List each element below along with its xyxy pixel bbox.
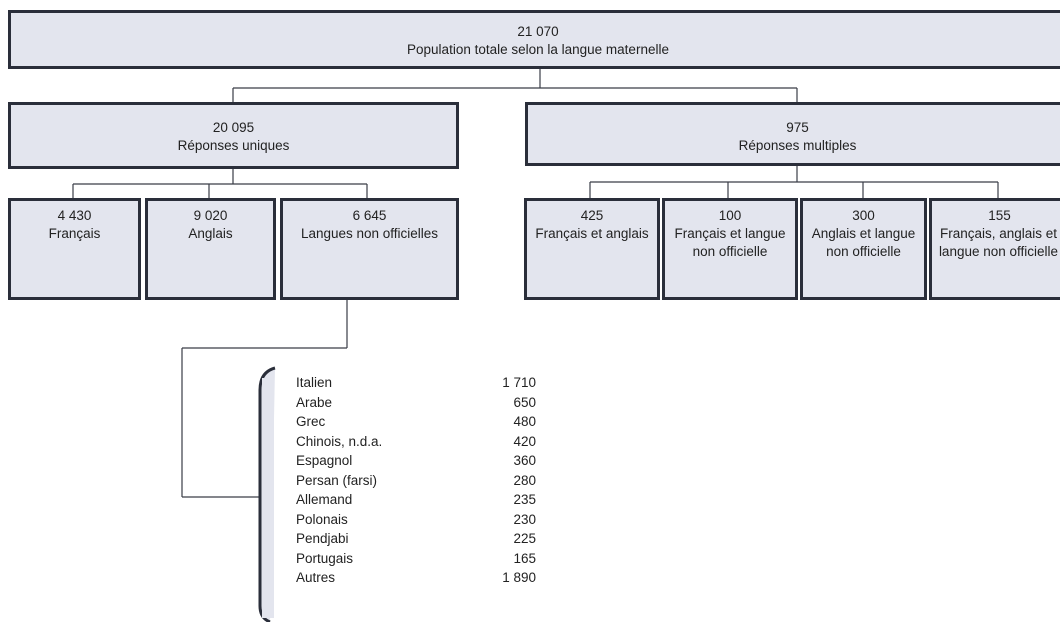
francais-anglais-box: 425 Français et anglais — [524, 198, 660, 300]
root-label: Population totale selon la langue matern… — [407, 42, 669, 57]
language-name: Arabe — [296, 394, 333, 410]
unique-value: 20 095 — [212, 120, 255, 135]
language-value: 230 — [513, 511, 536, 527]
language-list: Italien 1 710 Arabe 650 Grec 480 Chinois, n… — [296, 373, 536, 588]
root-box: 21 070 Population totale selon la langue… — [8, 10, 1060, 69]
nonoff-label: Langues non officielles — [300, 226, 439, 241]
unique-label: Réponses uniques — [177, 138, 290, 153]
language-name: Chinois, n.d.a. — [296, 433, 383, 449]
root-value: 21 070 — [517, 24, 559, 39]
language-name: Espagnol — [296, 453, 353, 468]
list-item: Pendjabi 225 — [296, 529, 536, 549]
language-value: 235 — [513, 492, 536, 507]
anglais-value: 9 020 — [193, 208, 228, 223]
unique-responses-box: 20 095 Réponses uniques — [8, 102, 459, 169]
list-item: Autres 1 890 — [296, 568, 536, 588]
language-name: Portugais — [296, 550, 354, 566]
francais-langue-non-officielle-box: 100 Français et langue non officielle — [662, 198, 798, 300]
mc1-value: 425 — [580, 208, 604, 223]
language-list-bracket-fill — [262, 378, 274, 618]
list-item: Polonais 230 — [296, 510, 536, 530]
language-name: Autres — [296, 570, 336, 585]
nonoff-value: 6 645 — [352, 208, 387, 223]
francais-box: 4 430 Français — [8, 198, 141, 300]
mc3-value: 300 — [852, 208, 875, 223]
mc4-value: 155 — [988, 208, 1011, 223]
list-item: Chinois, n.d.a. 420 — [296, 432, 536, 452]
list-item: Italien 1 710 — [296, 373, 536, 393]
mc3-label: Anglais et langue non officielle — [811, 226, 916, 259]
language-value: 225 — [513, 531, 536, 546]
language-value: 360 — [513, 453, 536, 468]
list-item: Arabe 650 — [296, 393, 536, 413]
language-value: 165 — [513, 550, 536, 566]
multiple-responses-box: 975 Réponses multiples — [525, 102, 1060, 166]
language-name: Italien — [296, 375, 333, 390]
language-value: 1 890 — [502, 570, 536, 585]
language-name: Persan (farsi) — [296, 472, 378, 488]
anglais-box: 9 020 Anglais — [145, 198, 276, 300]
mc4-label: Français, anglais et langue non officiel… — [938, 226, 1059, 259]
langues-non-officielles-box: 6 645 Langues non officielles — [280, 198, 459, 300]
francais-label: Français — [48, 226, 101, 241]
anglais-langue-non-officielle-box: 300 Anglais et langue non officielle — [800, 198, 927, 300]
multiple-value: 975 — [786, 120, 809, 135]
language-value: 650 — [513, 394, 536, 410]
list-item: Persan (farsi) 280 — [296, 471, 536, 491]
multiple-label: Réponses multiples — [738, 138, 857, 153]
language-name: Pendjabi — [296, 531, 349, 546]
anglais-label: Anglais — [188, 226, 233, 241]
list-item: Portugais 165 — [296, 549, 536, 569]
language-name: Grec — [296, 414, 326, 429]
language-value: 280 — [513, 472, 536, 488]
list-item: Espagnol 360 — [296, 451, 536, 471]
language-name: Polonais — [296, 511, 348, 527]
mc2-value: 100 — [718, 208, 742, 223]
mc1-label: Français et anglais — [535, 226, 649, 241]
language-value: 1 710 — [502, 375, 536, 390]
francais-anglais-langue-non-officielle-box: 155 Français, anglais et langue non offi… — [929, 198, 1060, 300]
language-value: 480 — [513, 414, 536, 429]
list-item: Allemand 235 — [296, 490, 536, 510]
francais-value: 4 430 — [57, 208, 92, 223]
mc2-label: Français et langue non officielle — [674, 226, 786, 259]
list-item: Grec 480 — [296, 412, 536, 432]
language-value: 420 — [513, 433, 536, 449]
language-name: Allemand — [296, 492, 353, 507]
